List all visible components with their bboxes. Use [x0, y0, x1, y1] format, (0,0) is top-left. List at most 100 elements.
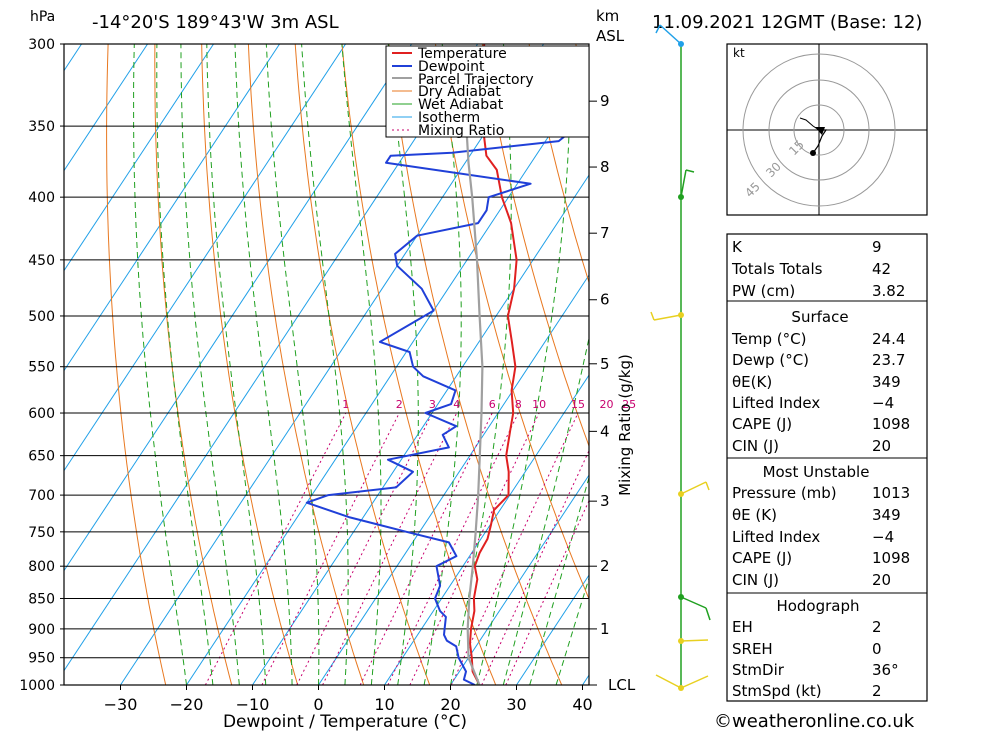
- hpa-unit-label: hPa: [30, 9, 55, 25]
- mixing-ratio-label: 15: [571, 398, 585, 411]
- km-tick-label: 2: [600, 557, 610, 575]
- pressure-tick-label: 600: [28, 406, 55, 422]
- hodograph: kt 15 30 45: [726, 43, 928, 216]
- legend-label-wet-adiabat: Wet Adiabat: [418, 97, 504, 113]
- mu-li-label: Lifted Index: [732, 528, 820, 546]
- wind-barb-850: [680, 596, 707, 609]
- index-k-label: K: [732, 238, 743, 256]
- legend-label-temperature: Temperature: [417, 46, 507, 62]
- mixing-ratio-label: 10: [532, 398, 546, 411]
- index-totals-value: 42: [872, 260, 891, 278]
- mixing-ratio-line: [322, 412, 458, 685]
- km-tick-label: 1: [600, 620, 610, 638]
- legend-label-isotherm: Isotherm: [418, 110, 480, 126]
- isotherm-line: [64, 44, 412, 572]
- surface-cin-label: CIN (J): [732, 437, 779, 455]
- hodo-stmdir-value: 36°: [872, 661, 899, 679]
- plot-area: [64, 44, 589, 685]
- km-tick-label: LCL: [608, 676, 636, 694]
- legend-label-mixing-ratio: Mixing Ratio: [418, 123, 504, 139]
- mu-pressure-label: Pressure (mb): [732, 484, 837, 502]
- legend-box: [385, 45, 590, 138]
- surface-thetae-value: 349: [872, 373, 901, 391]
- wet-adiabat-line: [301, 44, 349, 685]
- legend: Temperature Dewpoint Parcel Trajectory D…: [385, 45, 590, 139]
- location-title: -14°20'S 189°43'W 3m ASL: [92, 12, 339, 33]
- legend-label-parcel: Parcel Trajectory: [418, 72, 534, 88]
- hodo-sreh-label: SREH: [732, 640, 773, 658]
- wind-barb-400: [680, 169, 687, 198]
- dry-adiabat-line: [528, 44, 589, 285]
- wet-adiabat-line: [265, 44, 320, 685]
- mixing-ratio-label: 25: [622, 398, 636, 411]
- mixing-ratio-line: [261, 412, 400, 685]
- sounding-series: [305, 44, 589, 685]
- surface-cin-value: 20: [872, 437, 891, 455]
- isotherm-line: [64, 44, 148, 172]
- surface-temp-label: Temp (°C): [731, 330, 806, 348]
- wet-adiabat-line: [133, 44, 187, 685]
- temperature-tick-label: 0: [313, 695, 323, 714]
- mu-thetae-value: 349: [872, 506, 901, 524]
- surface-dewp-label: Dewp (°C): [732, 351, 809, 369]
- isotherm-line: [186, 74, 589, 685]
- km-tick-label: 7: [600, 224, 610, 242]
- surface-title: Surface: [791, 308, 848, 326]
- hodo-sreh-value: 0: [872, 640, 882, 658]
- wind-barb-500: [653, 314, 682, 321]
- stability-table-frame: [726, 233, 928, 702]
- wind-barb-column: [650, 24, 711, 691]
- datetime-label: 11.09.2021 12GMT (Base: 12): [652, 12, 922, 33]
- wind-barb-400-tick: [685, 169, 695, 173]
- pressure-tick-label: 700: [28, 488, 55, 504]
- mu-cape-value: 1098: [872, 549, 910, 567]
- mixing-ratio-labels: 1 2 3 4 6 8 10 15 20 25: [342, 398, 636, 411]
- temperature-tick-label: 10: [374, 695, 394, 714]
- wind-barb-300-tick: [655, 24, 661, 34]
- index-k-value: 9: [872, 238, 882, 256]
- pressure-tick-label: 500: [28, 309, 55, 325]
- wind-barb-1000: [655, 674, 682, 689]
- most-unstable-title: Most Unstable: [763, 463, 870, 481]
- wind-barb-300: [659, 24, 682, 45]
- mixing-ratio-label: 8: [515, 398, 522, 411]
- hodo-stmspd-label: StmSpd (kt): [732, 682, 822, 700]
- pressure-tick-label: 750: [28, 525, 55, 541]
- km-tick-label: 9: [600, 92, 610, 110]
- pressure-tick-label: 350: [28, 119, 55, 135]
- hodograph-stats-title: Hodograph: [776, 597, 859, 615]
- surface-cape-value: 1098: [872, 415, 910, 433]
- mu-thetae-label: θE (K): [732, 506, 777, 524]
- km-tick-label: 6: [600, 291, 610, 309]
- mu-pressure-value: 1013: [872, 484, 910, 502]
- surface-li-label: Lifted Index: [732, 394, 820, 412]
- pressure-tick-label: 300: [28, 37, 55, 53]
- pressure-tick-label: 450: [28, 253, 55, 269]
- index-pw-value: 3.82: [872, 282, 905, 300]
- isotherm-line: [252, 174, 589, 685]
- km-tick-label: 8: [600, 158, 610, 176]
- temperature-tick-label: 40: [572, 695, 592, 714]
- surface-cape-label: CAPE (J): [732, 415, 792, 433]
- mixing-ratio-label: 4: [453, 398, 460, 411]
- temperature-tick-label: 20: [440, 695, 460, 714]
- hodograph-ring-15: [793, 104, 845, 156]
- wet-adiabat-line: [180, 44, 240, 685]
- temperature-axis: −30 −20 −10 0 10 20 30 40: [104, 685, 593, 714]
- mixing-ratio-line: [296, 412, 433, 685]
- wind-barb-925: [680, 639, 709, 642]
- mixing-ratio-label: 6: [489, 398, 496, 411]
- dry-adiabat-line: [341, 44, 497, 685]
- isotherm-line: [64, 44, 214, 272]
- mixing-ratio-line: [505, 499, 589, 685]
- km-axis: 9 8 7 6 5 4 3 2 1 LCL: [589, 92, 636, 694]
- hodo-eh-value: 2: [872, 618, 882, 636]
- hodograph-storm-motion: [810, 150, 816, 156]
- plot-frame: [63, 43, 590, 686]
- dry-adiabat-line: [106, 44, 167, 685]
- wind-barb-700-tick: [705, 481, 710, 491]
- mixing-ratio-label: 3: [429, 398, 436, 411]
- mixing-ratio-line: [204, 412, 347, 685]
- pressure-tick-label: 850: [28, 591, 55, 607]
